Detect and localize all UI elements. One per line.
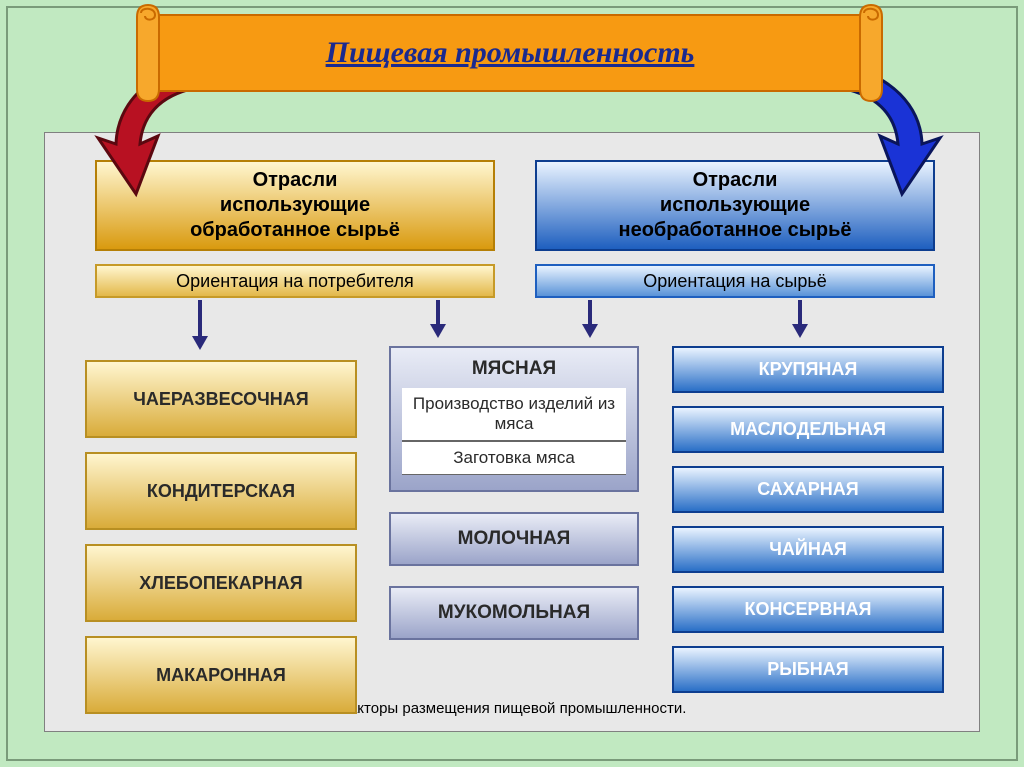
title-text: Пищевая промышленность: [326, 36, 695, 70]
column-gold: ЧАЕРАЗВЕСОЧНАЯ КОНДИТЕРСКАЯ ХЛЕБОПЕКАРНАЯ М…: [85, 360, 357, 714]
title-banner: Пищевая промышленность: [155, 14, 865, 92]
branch-sub-left-label: Ориентация на потребителя: [176, 271, 414, 292]
item-box: ЧАЕРАЗВЕСОЧНАЯ: [85, 360, 357, 438]
footer-text: Факторы размещения пищевой промышленност…: [338, 700, 687, 717]
column-mid: МЯСНАЯПроизводство изделий из мясаЗагото…: [389, 346, 639, 640]
branch-sub-right: Ориентация на сырьё: [535, 264, 935, 298]
item-box: КОНДИТЕРСКАЯ: [85, 452, 357, 530]
item-box: КРУПЯНАЯ: [672, 346, 944, 393]
column-blue: КРУПЯНАЯ МАСЛОДЕЛЬНАЯ САХАРНАЯ ЧАЙНАЯ КОНСЕР…: [672, 346, 944, 693]
item-box: МАКАРОННАЯ: [85, 636, 357, 714]
scroll-cap-right: [858, 3, 884, 103]
item-box: РЫБНАЯ: [672, 646, 944, 693]
item-box: КОНСЕРВНАЯ: [672, 586, 944, 633]
item-box: ЧАЙНАЯ: [672, 526, 944, 573]
scroll-cap-left: [135, 3, 161, 103]
branch-sub-left: Ориентация на потребителя: [95, 264, 495, 298]
branch-sub-right-label: Ориентация на сырьё: [643, 271, 826, 292]
item-box: МОЛОЧНАЯ: [389, 512, 639, 566]
item-box: САХАРНАЯ: [672, 466, 944, 513]
item-box: МАСЛОДЕЛЬНАЯ: [672, 406, 944, 453]
item-box: МУКОМОЛЬНАЯ: [389, 586, 639, 640]
item-box: МЯСНАЯПроизводство изделий из мясаЗагото…: [389, 346, 639, 492]
item-box: ХЛЕБОПЕКАРНАЯ: [85, 544, 357, 622]
